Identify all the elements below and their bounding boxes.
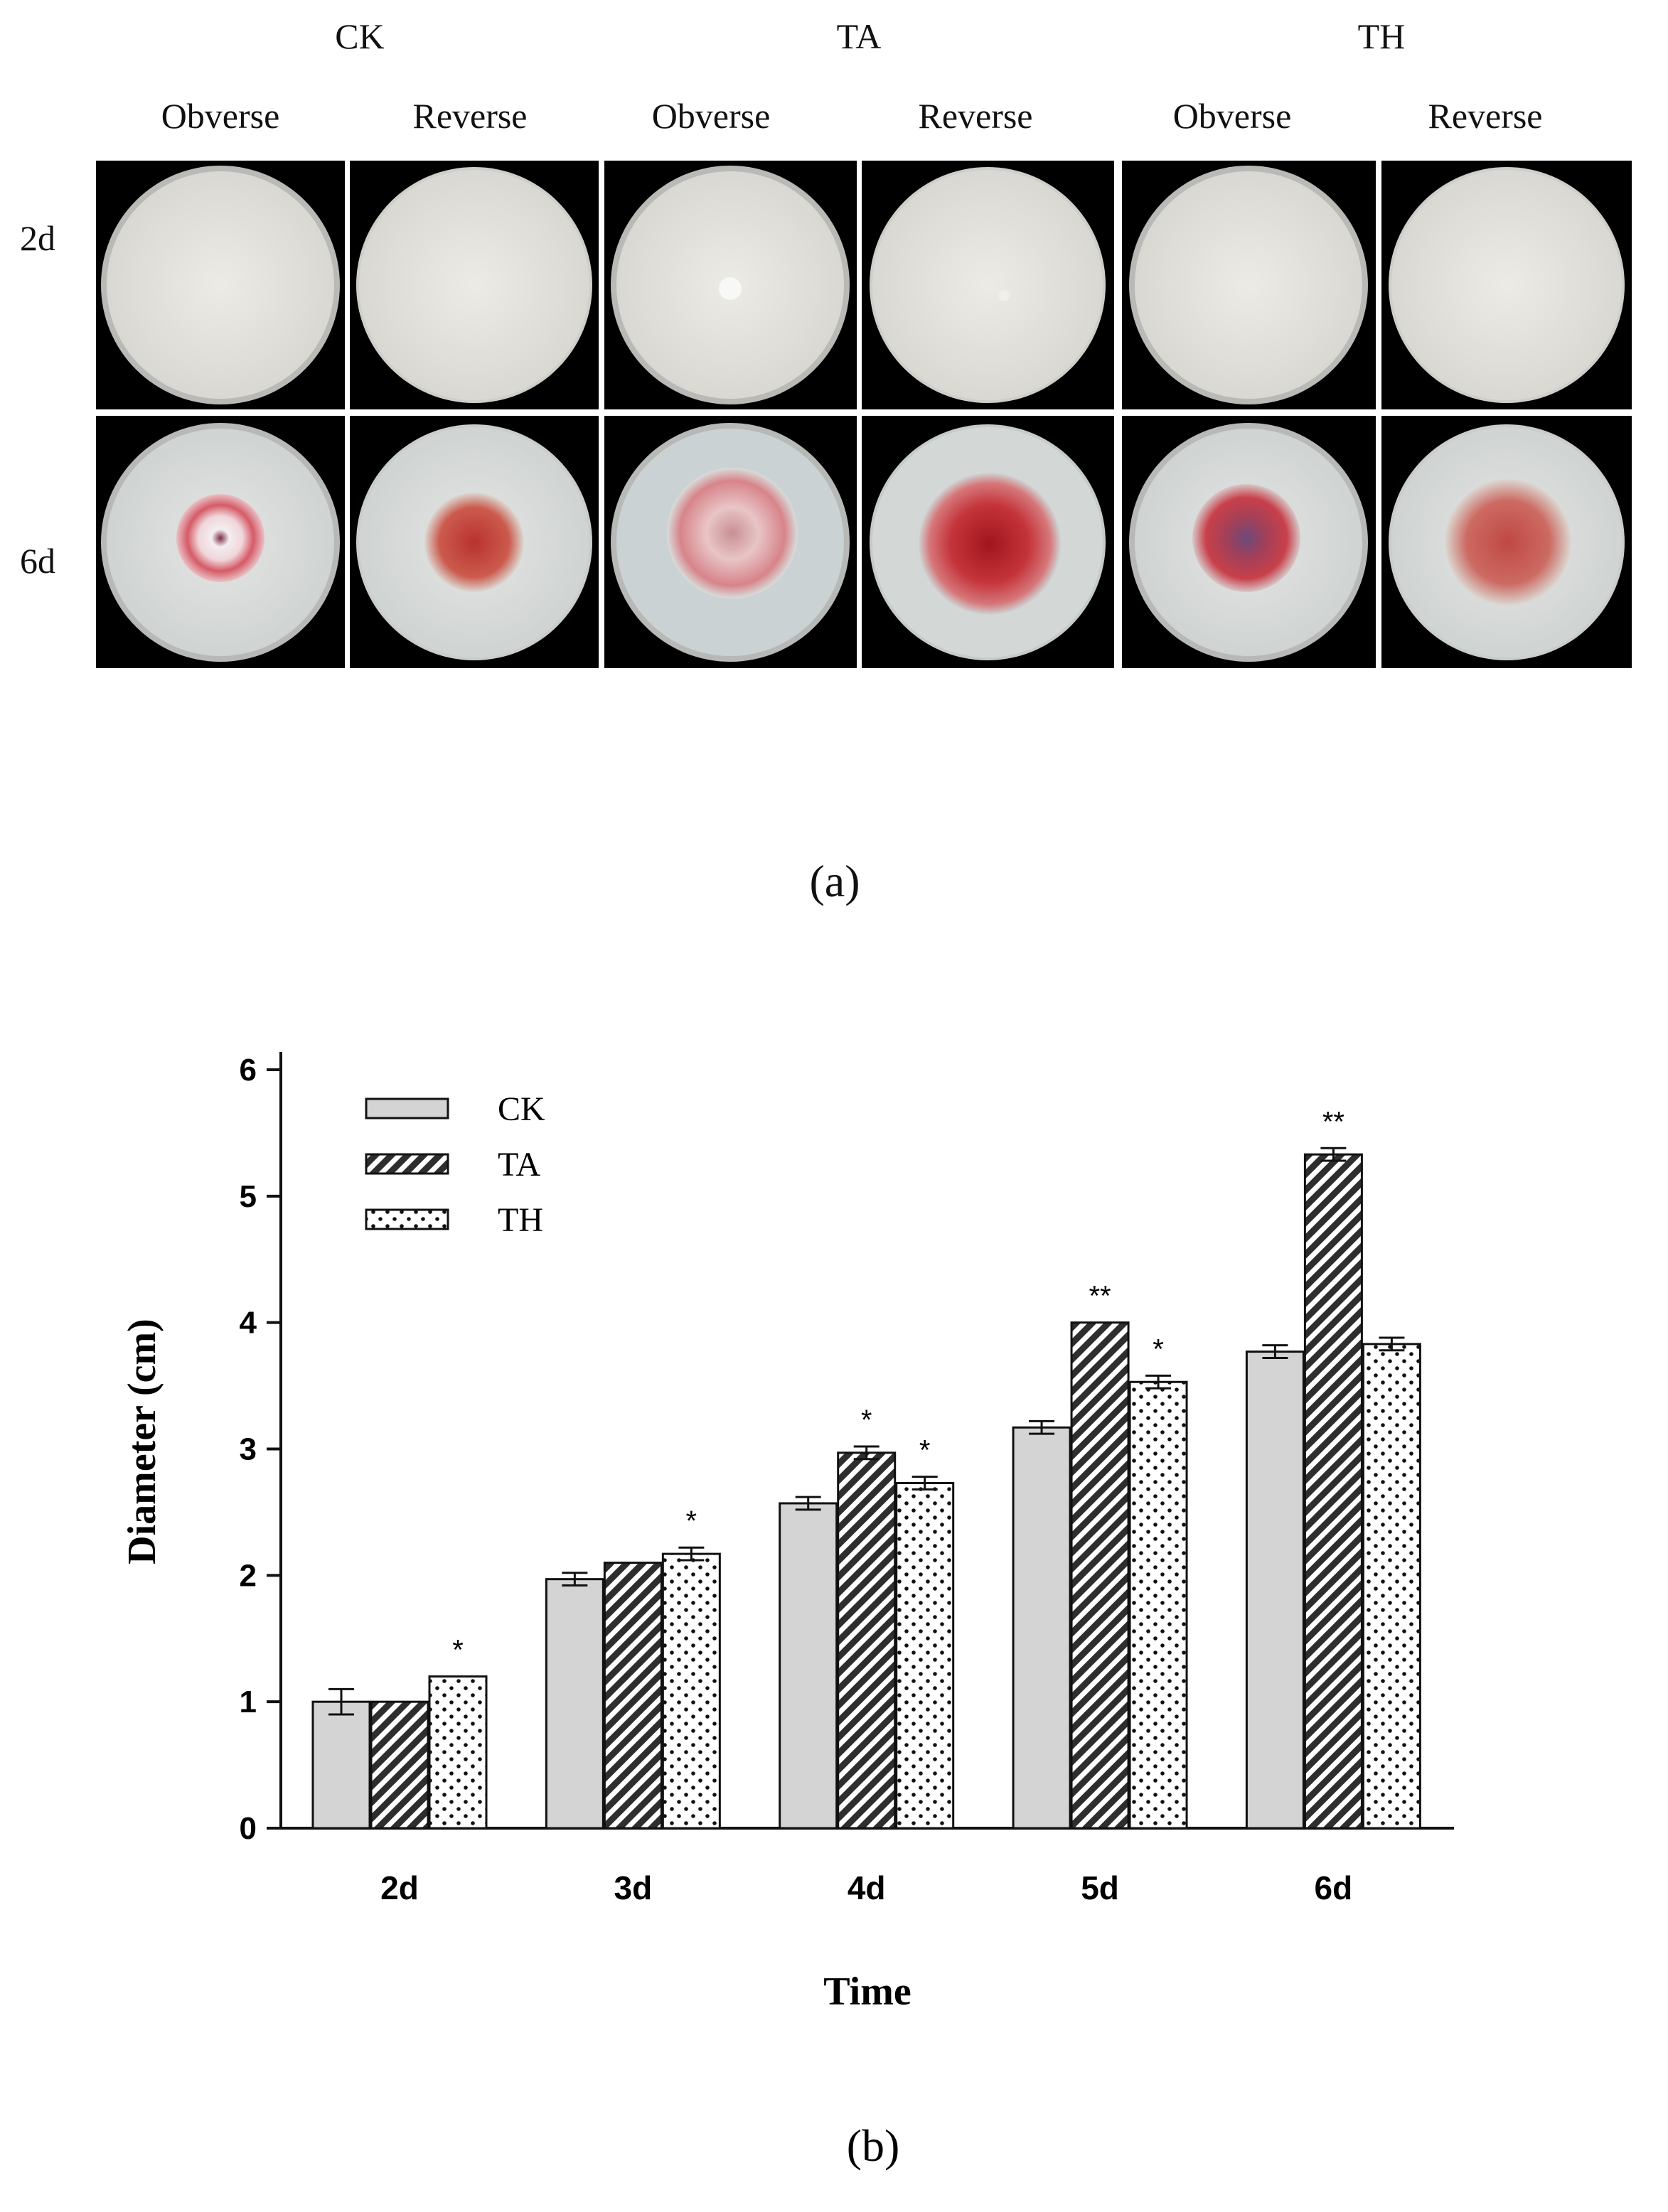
x-tick-label: 4d [848,1869,886,1906]
bar-th-5d [1128,1380,1188,1830]
side-label-th-obverse: Obverse [1172,96,1292,136]
row-label-6d: 6d [20,541,55,581]
bar-ta-6d [1303,1153,1363,1830]
x-categories: 2d 3d 4d 5d 6d [380,1869,1352,1906]
x-tick-label: 6d [1315,1869,1353,1906]
significance-marker: * [452,1635,464,1666]
significance-marker: * [1153,1333,1164,1365]
plate-th-obverse-6d [1122,416,1376,668]
legend-label-ck: CK [498,1090,545,1128]
x-tick-label: 3d [614,1869,653,1906]
plate-th-reverse-2d [1381,161,1632,409]
significance-marker: * [861,1405,872,1436]
legend-label-th: TH [498,1201,543,1239]
x-axis-label: Time [823,1970,911,2014]
bar-ta-5d [1070,1321,1130,1830]
plate-th-reverse-6d [1381,416,1632,668]
bars: ********* [311,1106,1421,1830]
bar-ck-6d [1245,1351,1305,1830]
plate-ta-obverse-2d [604,161,857,409]
plate-ck-reverse-2d [350,161,599,409]
bar-ck-3d [545,1578,604,1830]
significance-marker: ** [1089,1281,1111,1312]
y-tick-label: 1 [240,1685,257,1719]
legend-swatch-ck [365,1097,449,1120]
y-tick-label: 5 [240,1179,257,1214]
x-tick-label: 5d [1081,1869,1119,1906]
plate-ta-obverse-6d [604,416,857,668]
y-ticks: 0 1 2 3 4 5 6 [240,1053,281,1846]
bar-ck-2d [311,1700,371,1830]
legend: CK TA TH [365,1090,545,1239]
legend-swatch-th [365,1208,449,1230]
panel-label-b: (b) [847,2120,900,2171]
bar-ta-3d [603,1562,663,1830]
bar-th-4d [895,1482,955,1830]
side-label-ck-reverse: Reverse [412,96,528,136]
panel-label-a: (a) [809,856,860,906]
row-label-2d: 2d [20,218,55,258]
plate-ck-obverse-6d [96,416,345,668]
side-label-th-reverse: Reverse [1428,96,1543,136]
group-label-th: TH [1357,16,1406,56]
side-label-ta-obverse: Obverse [651,96,771,136]
x-tick-label: 2d [380,1869,419,1906]
group-label-ta: TA [836,16,882,56]
significance-marker: * [919,1435,931,1466]
significance-marker: ** [1322,1106,1344,1137]
significance-marker: * [686,1505,697,1537]
y-tick-label: 6 [240,1053,257,1088]
plate-ta-reverse-6d [862,416,1114,668]
legend-swatch-ta [365,1153,449,1175]
y-axis-label: Diameter (cm) [120,1319,164,1564]
side-label-ta-reverse: Reverse [918,96,1033,136]
bar-th-2d [428,1675,488,1830]
y-tick-label: 4 [240,1306,257,1341]
side-label-ck-obverse: Obverse [161,96,280,136]
y-tick-label: 0 [240,1811,257,1846]
plate-ck-reverse-6d [350,416,599,668]
bar-ta-4d [837,1451,897,1830]
y-tick-label: 3 [240,1432,257,1467]
bar-ck-4d [779,1502,838,1830]
y-tick-label: 2 [240,1558,257,1593]
group-label-ck: CK [335,16,385,56]
bar-th-3d [661,1552,721,1830]
plate-th-obverse-2d [1122,161,1376,409]
bar-th-6d [1362,1343,1421,1830]
plate-ck-obverse-2d [96,161,345,409]
plate-ta-reverse-2d [862,161,1114,409]
legend-label-ta: TA [498,1146,540,1183]
bar-ta-2d [370,1700,429,1830]
bar-ck-5d [1012,1426,1071,1830]
